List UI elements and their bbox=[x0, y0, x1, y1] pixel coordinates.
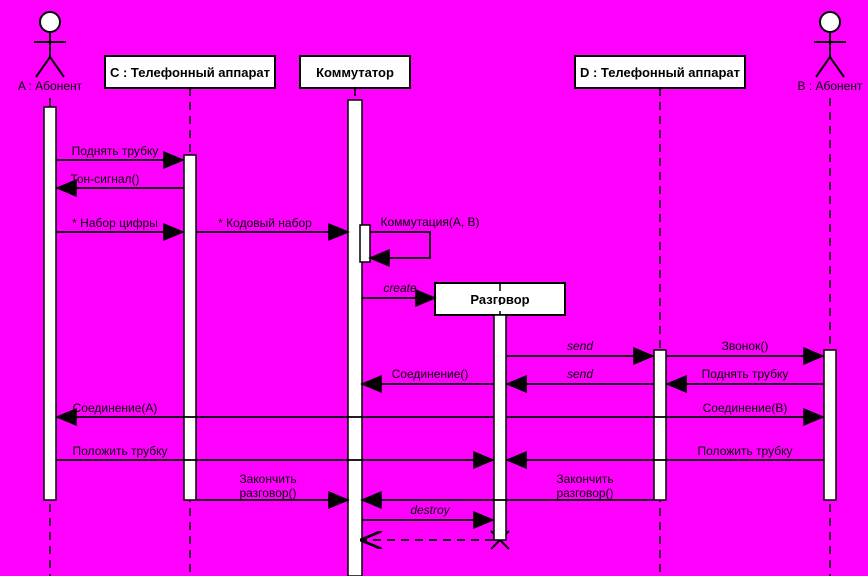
actor-label: A : Абонент bbox=[18, 79, 83, 93]
message-label: destroy bbox=[410, 503, 450, 517]
activation-bar bbox=[44, 107, 56, 500]
activation-bar bbox=[494, 315, 506, 540]
message-label: разговор() bbox=[556, 486, 613, 500]
message-label: * Кодовый набор bbox=[218, 216, 312, 230]
message-label: Соединение() bbox=[392, 367, 469, 381]
message-label: Звонок() bbox=[722, 339, 769, 353]
activation-bar bbox=[654, 350, 666, 500]
message-label: Положить трубку bbox=[698, 444, 793, 458]
lifeline-label: C : Телефонный аппарат bbox=[110, 65, 270, 80]
message-label: Положить трубку bbox=[73, 444, 168, 458]
message-label: Закончить bbox=[556, 472, 613, 486]
message-label: Соединение(A) bbox=[73, 401, 158, 415]
activation-bar bbox=[360, 225, 370, 262]
message-label: Закончить bbox=[239, 472, 296, 486]
message-label: Коммутация(A, B) bbox=[380, 215, 479, 229]
message-label: * Набор цифры bbox=[72, 216, 158, 230]
message-label: send bbox=[567, 367, 593, 381]
sequence-diagram: A : Абонент B : Абонент C : Телефонный апп… bbox=[0, 0, 868, 576]
activation-bar bbox=[348, 100, 362, 576]
actor-label: B : Абонент bbox=[798, 79, 863, 93]
message-label: Соединение(B) bbox=[703, 401, 788, 415]
message-label: разговор() bbox=[239, 486, 296, 500]
message-label: create bbox=[383, 281, 417, 295]
message-label: Тон-сигнал() bbox=[70, 172, 139, 186]
activation-bar bbox=[184, 155, 196, 500]
activation-bar bbox=[824, 350, 836, 500]
message-label: Поднять трубку bbox=[702, 367, 789, 381]
message-label: Поднять трубку bbox=[72, 144, 159, 158]
message-label: send bbox=[567, 339, 593, 353]
lifeline-label: D : Телефонный аппарат bbox=[580, 65, 740, 80]
lifeline-label: Коммутатор bbox=[316, 65, 394, 80]
